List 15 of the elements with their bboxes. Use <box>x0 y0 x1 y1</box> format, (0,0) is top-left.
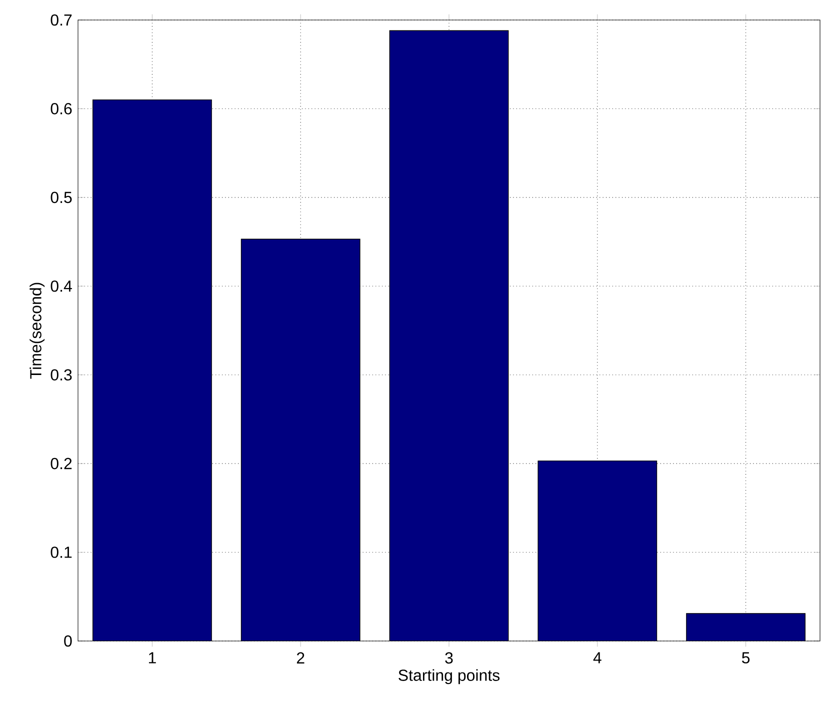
x-tick-label: 5 <box>742 652 750 664</box>
y-tick-label: 0.5 <box>50 192 72 204</box>
y-tick-label: 0 <box>64 635 72 647</box>
x-axis-title: Starting points <box>398 669 500 684</box>
x-tick-label: 3 <box>445 652 453 664</box>
x-tick-label: 4 <box>593 652 602 664</box>
y-tick-label: 0.6 <box>50 103 72 114</box>
y-tick-label: 0.3 <box>50 369 72 381</box>
y-tick-label: 0.7 <box>50 14 72 26</box>
y-tick-label: 0.1 <box>50 546 72 558</box>
y-tick-label: 0.4 <box>50 280 72 292</box>
y-tick-label: 0.2 <box>50 458 72 470</box>
x-tick-label: 2 <box>296 652 304 664</box>
x-tick-label: 1 <box>148 652 156 664</box>
y-axis-title: Time(second) <box>30 282 45 379</box>
